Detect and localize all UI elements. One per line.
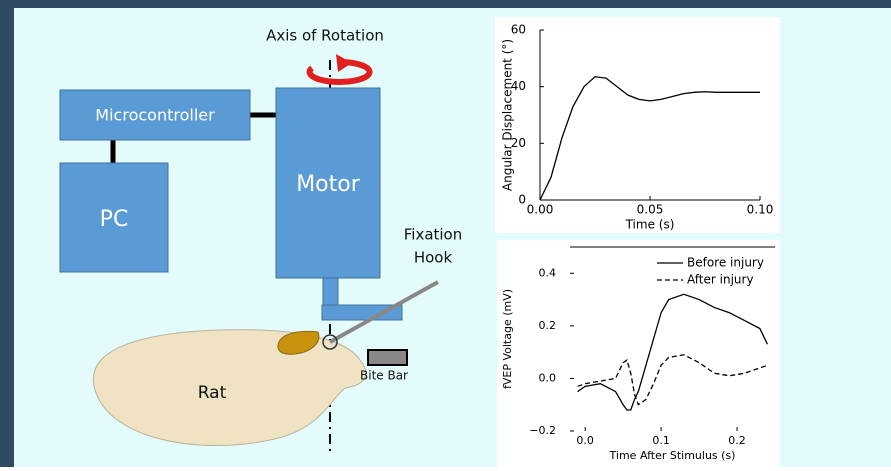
- x-tick-label: 0.2: [728, 434, 746, 447]
- x-tick-label: 0.00: [527, 203, 554, 217]
- x-tick-label: 0.0: [576, 434, 594, 447]
- legend-label: After injury: [687, 273, 754, 287]
- pc-label: PC: [100, 207, 129, 232]
- y-tick-label: 0: [518, 193, 526, 207]
- chart-panel: [495, 17, 780, 233]
- y-tick-label: 0.2: [539, 319, 557, 332]
- y-tick-label: 0.4: [539, 266, 557, 279]
- y-tick-label: −0.2: [529, 424, 556, 437]
- hook-label: Hook: [414, 249, 453, 267]
- rat-label: Rat: [198, 383, 227, 403]
- x-tick-label: 0.05: [637, 203, 664, 217]
- bite-bar-label: Bite Bar: [360, 369, 408, 383]
- slide: Axis of Rotation Microcontroller PC Moto…: [0, 0, 891, 467]
- y-tick-label: 60: [511, 23, 526, 37]
- axis-label: Axis of Rotation: [266, 27, 384, 45]
- shaft: [323, 278, 338, 306]
- x-tick-label: 0.10: [747, 203, 774, 217]
- motor-label: Motor: [296, 172, 361, 197]
- y-axis-label: Angular Displacement (°): [501, 39, 515, 191]
- x-axis-label: Time (s): [625, 218, 675, 232]
- microcontroller-label: Microcontroller: [95, 106, 215, 125]
- bite-bar: [368, 350, 407, 365]
- legend-label: Before injury: [687, 256, 764, 270]
- hook-label: Fixation: [404, 226, 463, 244]
- x-tick-label: 0.1: [652, 434, 670, 447]
- x-axis-label: Time After Stimulus (s): [609, 449, 736, 462]
- y-axis-label: fVEP Voltage (mV): [501, 289, 514, 389]
- y-tick-label: 0.0: [539, 371, 557, 384]
